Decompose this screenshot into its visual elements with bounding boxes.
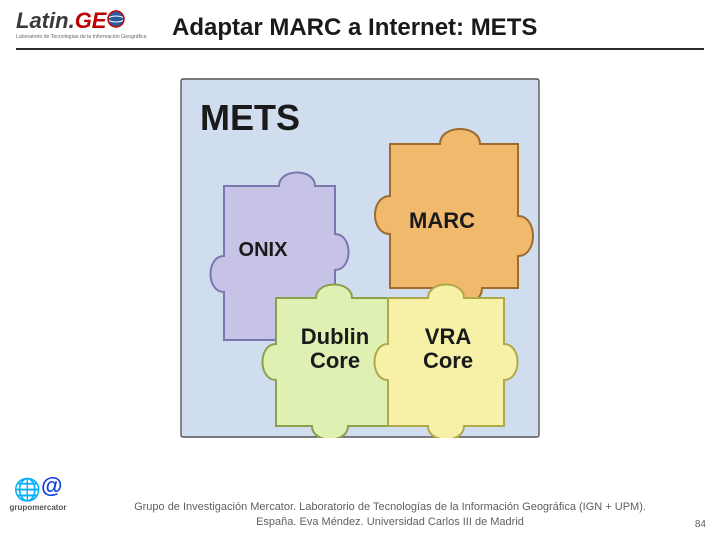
footer-line1: Grupo de Investigación Mercator. Laborat… — [100, 500, 680, 515]
footer-logo-label: grupomercator — [8, 503, 68, 512]
footer-logo-glyphs: 🌐@ — [8, 477, 68, 503]
header-rule — [16, 48, 704, 50]
diagram-label-dublin-l2: Core — [310, 348, 360, 373]
logo-tagline: Laboratorio de Tecnologías de la Informa… — [16, 35, 166, 41]
at-icon: @ — [41, 473, 62, 498]
globe-icon — [106, 9, 126, 35]
footer-text: Grupo de Investigación Mercator. Laborat… — [100, 500, 680, 530]
puzzle-svg: METS MARC ONIX Dublin Core VRA Core — [180, 78, 540, 438]
footer-logo: 🌐@ grupomercator — [8, 477, 68, 512]
diagram-label-onix: ONIX — [239, 239, 289, 261]
logo-text-latin: Latin — [16, 8, 69, 33]
logo-block: Latin.GE Laboratorio de Tecnologías de l… — [16, 8, 166, 41]
diagram-label-mets: METS — [200, 97, 300, 138]
page-title: Adaptar MARC a Internet: METS — [166, 8, 704, 42]
footer-line2: España. Eva Méndez. Universidad Carlos I… — [100, 515, 680, 530]
puzzle-diagram: METS MARC ONIX Dublin Core VRA Core — [180, 78, 540, 438]
diagram-label-vra-l1: VRA — [425, 324, 472, 349]
logo-primary: Latin.GE — [16, 8, 166, 35]
diagram-label-vra-l2: Core — [423, 348, 473, 373]
diagram-label-marc: MARC — [409, 208, 475, 233]
header: Latin.GE Laboratorio de Tecnologías de l… — [0, 0, 720, 42]
logo-text-ge: GE — [75, 8, 107, 33]
page-number: 84 — [695, 519, 706, 530]
diagram-label-dublin-l1: Dublin — [301, 324, 369, 349]
globe-emoji-icon: 🌐 — [14, 477, 41, 502]
